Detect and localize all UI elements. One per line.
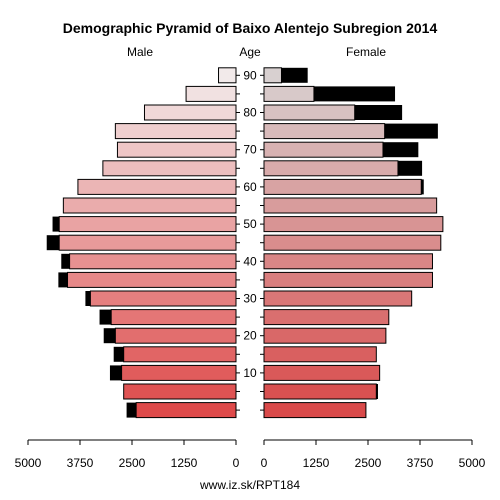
x-tick-label: 1250 xyxy=(303,456,330,470)
age-label: 10 xyxy=(243,366,257,380)
male-bar-40-44 xyxy=(69,253,237,270)
female-excess-75-79 xyxy=(384,123,438,139)
x-tick-label: 0 xyxy=(233,456,240,470)
female-excess-60-64 xyxy=(421,179,424,195)
age-label: 40 xyxy=(243,254,257,268)
male-excess-20-24 xyxy=(103,328,116,344)
female-bar-85-89 xyxy=(263,85,315,102)
female-bar-0-4 xyxy=(263,402,367,419)
female-bar-50-54 xyxy=(263,216,444,233)
x-tick-label: 2500 xyxy=(119,456,146,470)
source-label: www.iz.sk/RPT184 xyxy=(199,478,300,492)
age-label: 50 xyxy=(243,217,257,231)
male-excess-0-4 xyxy=(126,402,137,418)
male-excess-25-29 xyxy=(99,309,112,325)
female-bar-80-84 xyxy=(263,104,356,121)
x-tick-label: 1250 xyxy=(171,456,198,470)
male-excess-10-14 xyxy=(109,365,122,381)
male-bar-20-24 xyxy=(114,327,237,344)
male-bar-55-59 xyxy=(62,197,237,214)
x-tick-label: 5000 xyxy=(459,456,486,470)
female-bar-5-9 xyxy=(263,383,377,400)
male-excess-15-19 xyxy=(113,346,124,362)
male-excess-45-49 xyxy=(46,235,60,251)
x-tick-label: 3750 xyxy=(407,456,434,470)
male-bar-70-74 xyxy=(116,141,237,158)
female-excess-90+ xyxy=(281,67,308,83)
male-bar-75-79 xyxy=(114,123,237,140)
x-tick-label: 3750 xyxy=(67,456,94,470)
male-bar-0-4 xyxy=(135,402,237,419)
female-excess-70-74 xyxy=(382,142,419,158)
age-label: 70 xyxy=(243,143,257,157)
male-bar-30-34 xyxy=(89,290,237,307)
male-bar-65-69 xyxy=(102,160,237,177)
x-tick-label: 0 xyxy=(261,456,268,470)
male-bar-15-19 xyxy=(123,346,237,363)
age-header: Age xyxy=(239,45,261,59)
female-bar-25-29 xyxy=(263,309,390,326)
male-excess-40-44 xyxy=(61,253,70,269)
age-label: 60 xyxy=(243,180,257,194)
male-bar-60-64 xyxy=(77,178,237,195)
female-bar-30-34 xyxy=(263,290,413,307)
female-bar-55-59 xyxy=(263,197,438,214)
age-label: 20 xyxy=(243,329,257,343)
female-bar-90+ xyxy=(263,67,282,84)
male-bar-25-29 xyxy=(110,309,237,326)
female-excess-85-89 xyxy=(313,86,396,102)
female-bar-20-24 xyxy=(263,327,387,344)
female-bar-45-49 xyxy=(263,234,442,251)
male-excess-30-34 xyxy=(85,291,91,306)
male-header: Male xyxy=(127,45,153,59)
female-bar-70-74 xyxy=(263,141,384,158)
female-bar-10-14 xyxy=(263,364,381,381)
age-label: 30 xyxy=(243,292,257,306)
age-label: 90 xyxy=(243,68,257,82)
age-label: 80 xyxy=(243,106,257,120)
female-bar-35-39 xyxy=(263,271,433,288)
chart-marks: 90 80 70 60 50 40 30 20 10 5000 3750 2500 1250 0 0 1250… xyxy=(15,67,486,470)
female-excess-5-9 xyxy=(376,384,378,399)
x-tick-label: 2500 xyxy=(355,456,382,470)
female-bar-60-64 xyxy=(263,178,422,195)
female-header: Female xyxy=(346,45,386,59)
male-bar-85-89 xyxy=(185,85,237,102)
x-tick-label: 5000 xyxy=(15,456,42,470)
female-excess-65-69 xyxy=(397,160,423,176)
female-bar-75-79 xyxy=(263,123,386,140)
male-excess-35-39 xyxy=(58,272,68,288)
male-excess-50-54 xyxy=(52,216,60,232)
male-bar-45-49 xyxy=(58,234,237,251)
female-bar-15-19 xyxy=(263,346,377,363)
male-bar-50-54 xyxy=(58,216,237,233)
female-bar-40-44 xyxy=(263,253,433,270)
female-bar-65-69 xyxy=(263,160,399,177)
male-bar-5-9 xyxy=(123,383,237,400)
male-bar-80-84 xyxy=(143,104,237,121)
female-excess-80-84 xyxy=(354,105,403,120)
male-bar-90+ xyxy=(218,67,237,84)
male-bar-10-14 xyxy=(121,364,237,381)
chart-title: Demographic Pyramid of Baixo Alentejo Su… xyxy=(63,20,438,36)
male-bar-35-39 xyxy=(67,271,237,288)
